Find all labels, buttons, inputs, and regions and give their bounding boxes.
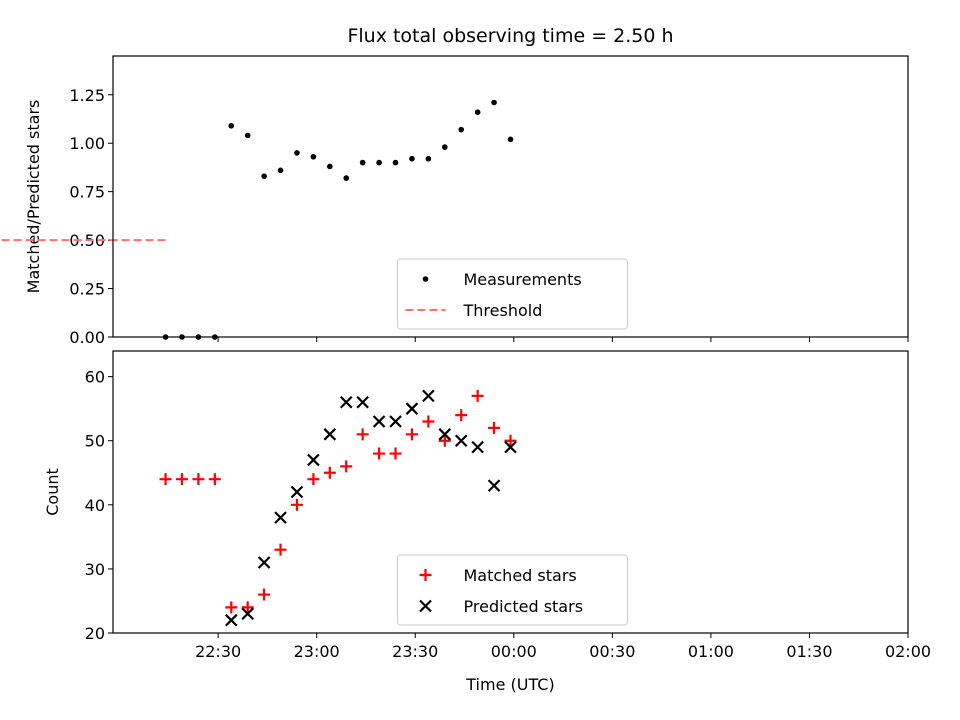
matched-star-point bbox=[488, 421, 501, 434]
predicted-star-point bbox=[471, 440, 484, 454]
measurement-point bbox=[458, 126, 465, 133]
predicted-star-point bbox=[339, 395, 353, 409]
legend-marker bbox=[419, 599, 432, 613]
matched-star-point bbox=[225, 601, 238, 614]
predicted-star-point bbox=[257, 556, 271, 569]
measurement-point bbox=[277, 167, 284, 174]
y-tick-label: 0.00 bbox=[69, 328, 105, 347]
legend-label: Predicted stars bbox=[464, 597, 584, 616]
matched-star-point bbox=[438, 434, 451, 447]
y-tick-label: 1.25 bbox=[69, 86, 105, 105]
measurement-point bbox=[474, 109, 481, 115]
matched-star-point bbox=[340, 460, 353, 473]
axes-frame bbox=[112, 55, 909, 338]
legend: Measurements Threshold bbox=[397, 258, 628, 330]
x-tick-label: 01:30 bbox=[786, 642, 832, 661]
predicted-star-point bbox=[487, 479, 501, 492]
matched-star-point bbox=[208, 473, 221, 486]
matched-star-point bbox=[290, 498, 303, 511]
panel-1: 0.000.250.500.751.001.25Matched/Predicte… bbox=[0, 55, 909, 347]
matched-star-point bbox=[258, 588, 271, 601]
predicted-star-point bbox=[422, 389, 435, 403]
predicted-star-point bbox=[307, 453, 320, 467]
series-measurements bbox=[162, 99, 514, 340]
matched-star-point bbox=[471, 389, 484, 402]
legend-marker bbox=[419, 569, 432, 581]
predicted-star-point bbox=[241, 607, 254, 621]
x-tick-label: 23:00 bbox=[294, 642, 340, 661]
measurement-point bbox=[294, 150, 300, 156]
measurement-point bbox=[244, 132, 251, 139]
y-tick-label: 0.75 bbox=[69, 183, 105, 202]
matched-star-point bbox=[175, 473, 188, 486]
legend-label: Threshold bbox=[463, 301, 543, 320]
x-axis-label: Time (UTC) bbox=[465, 675, 554, 694]
measurement-point bbox=[327, 163, 333, 170]
measurement-point bbox=[392, 159, 399, 166]
measurement-point bbox=[507, 136, 514, 143]
matched-star-point bbox=[373, 447, 386, 460]
y-axis-label: Matched/Predicted stars bbox=[24, 100, 43, 294]
matched-star-point bbox=[422, 415, 435, 428]
predicted-star-point bbox=[323, 428, 337, 441]
y-tick-label: 1.00 bbox=[69, 134, 105, 153]
y-axis-label: Count bbox=[43, 468, 62, 516]
predicted-star-point bbox=[389, 415, 402, 428]
x-tick-label: 01:00 bbox=[688, 642, 734, 661]
x-tick-label: 00:00 bbox=[491, 642, 537, 661]
legend: Matched stars Predicted stars bbox=[397, 554, 628, 626]
x-tick-label: 22:30 bbox=[195, 642, 241, 661]
measurement-point bbox=[261, 173, 267, 179]
predicted-star-point bbox=[405, 402, 419, 415]
series-matched-stars bbox=[159, 389, 517, 614]
matched-star-point bbox=[241, 601, 254, 614]
predicted-star-point bbox=[290, 485, 304, 499]
y-tick-label: 30 bbox=[85, 560, 105, 579]
predicted-star-point bbox=[454, 434, 468, 448]
measurement-point bbox=[228, 122, 235, 129]
measurement-point bbox=[409, 155, 415, 162]
matched-star-point bbox=[307, 473, 320, 486]
predicted-star-point bbox=[274, 511, 287, 524]
matched-star-point bbox=[455, 409, 468, 422]
predicted-star-point bbox=[356, 395, 369, 409]
x-tick-label: 23:30 bbox=[392, 642, 438, 661]
matched-star-point bbox=[389, 447, 402, 460]
legend-box bbox=[397, 258, 628, 330]
y-tick-label: 60 bbox=[85, 368, 105, 387]
measurement-point bbox=[310, 153, 317, 160]
y-tick-label: 40 bbox=[85, 496, 105, 515]
matched-star-point bbox=[159, 473, 172, 486]
legend-marker bbox=[422, 276, 429, 282]
measurement-point bbox=[359, 159, 366, 166]
legend-label: Measurements bbox=[464, 270, 582, 289]
matched-star-point bbox=[323, 466, 336, 479]
y-tick-label: 0.25 bbox=[69, 280, 105, 299]
chart-title: Flux total observing time = 2.50 h bbox=[347, 25, 673, 47]
predicted-star-point bbox=[224, 613, 238, 627]
measurement-point bbox=[376, 159, 382, 166]
matched-star-point bbox=[405, 428, 418, 441]
y-tick-label: 20 bbox=[85, 624, 105, 643]
series-predicted-stars bbox=[224, 389, 517, 627]
axes-frame bbox=[112, 350, 909, 634]
measurement-point bbox=[441, 144, 448, 150]
matched-star-point bbox=[504, 434, 517, 447]
measurement-point bbox=[425, 155, 432, 162]
x-tick-label: 02:00 bbox=[885, 642, 931, 661]
legend-box bbox=[397, 554, 628, 626]
measurement-point bbox=[491, 99, 497, 106]
predicted-star-point bbox=[372, 415, 386, 428]
y-tick-label: 50 bbox=[85, 432, 105, 451]
matched-star-point bbox=[192, 473, 205, 486]
predicted-star-point bbox=[438, 428, 452, 441]
matched-star-point bbox=[274, 543, 287, 556]
panel-2: 20 30 40 50 60 22:30 23:00 23:30 00:00 00:30 01:00… bbox=[43, 350, 931, 661]
predicted-star-point bbox=[504, 440, 517, 454]
measurement-point bbox=[343, 175, 350, 181]
legend-label: Matched stars bbox=[464, 566, 577, 585]
x-tick-label: 00:30 bbox=[589, 642, 635, 661]
matched-star-point bbox=[356, 428, 369, 441]
